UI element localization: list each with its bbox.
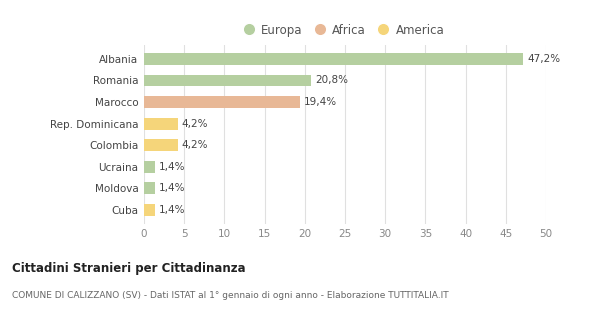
Bar	[144, 96, 300, 108]
Text: 4,2%: 4,2%	[182, 140, 208, 150]
Text: 1,4%: 1,4%	[159, 162, 186, 172]
Bar	[144, 118, 178, 130]
Text: COMUNE DI CALIZZANO (SV) - Dati ISTAT al 1° gennaio di ogni anno - Elaborazione : COMUNE DI CALIZZANO (SV) - Dati ISTAT al…	[12, 291, 449, 300]
Bar	[144, 182, 155, 194]
Text: 19,4%: 19,4%	[304, 97, 337, 107]
Text: 1,4%: 1,4%	[159, 183, 186, 193]
Text: 1,4%: 1,4%	[159, 205, 186, 215]
Text: 47,2%: 47,2%	[527, 54, 560, 64]
Bar	[144, 161, 155, 173]
Text: 4,2%: 4,2%	[182, 119, 208, 129]
Text: 20,8%: 20,8%	[315, 76, 348, 85]
Bar	[144, 139, 178, 151]
Bar	[144, 53, 523, 65]
Bar	[144, 204, 155, 216]
Text: Cittadini Stranieri per Cittadinanza: Cittadini Stranieri per Cittadinanza	[12, 262, 245, 276]
Bar	[144, 75, 311, 86]
Legend: Europa, Africa, America: Europa, Africa, America	[242, 20, 448, 40]
